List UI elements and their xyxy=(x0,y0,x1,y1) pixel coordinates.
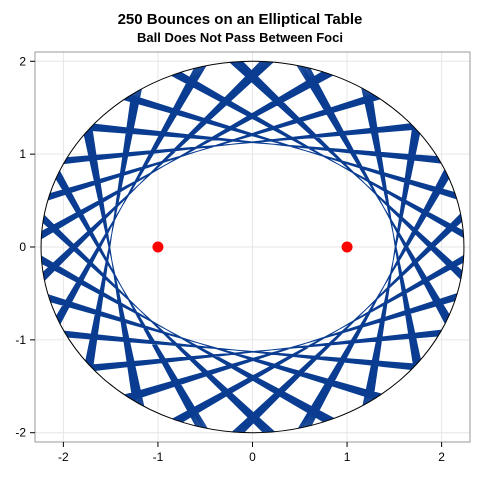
plot-area: -2 -1 0 1 2 -2 -1 0 1 2 xyxy=(15,51,471,464)
y-tick-label: -1 xyxy=(15,333,26,347)
y-tick-label: -2 xyxy=(15,426,26,440)
focus-point xyxy=(152,241,164,253)
bounce-path xyxy=(41,61,464,433)
y-tick-label: 0 xyxy=(19,240,26,254)
y-tick-label: 2 xyxy=(19,54,26,68)
x-tick-label: 1 xyxy=(344,450,351,464)
chart-title: 250 Bounces on an Elliptical Table xyxy=(118,11,363,28)
table-ellipse xyxy=(40,60,465,434)
chart-subtitle: Ball Does Not Pass Between Foci xyxy=(137,30,343,45)
x-tick-label: 0 xyxy=(249,450,256,464)
x-tick-label: -1 xyxy=(153,450,164,464)
focus-point xyxy=(341,241,353,253)
x-tick-label: -2 xyxy=(58,450,69,464)
y-tick-label: 1 xyxy=(19,147,26,161)
x-tick-label: 2 xyxy=(438,450,445,464)
